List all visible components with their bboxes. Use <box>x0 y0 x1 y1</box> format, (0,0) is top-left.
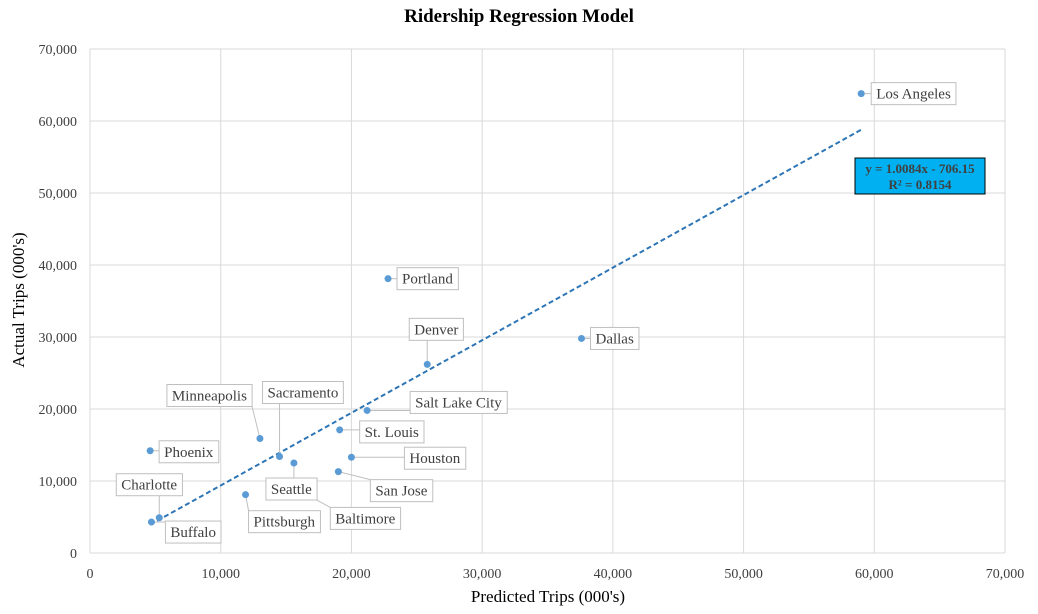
data-label: Buffalo <box>164 520 222 544</box>
data-label-text: Phoenix <box>164 445 214 461</box>
y-tick-label: 50,000 <box>39 187 78 202</box>
data-label-box <box>166 384 253 408</box>
data-label-text: Dallas <box>595 331 633 347</box>
data-point <box>423 360 431 368</box>
label-connector <box>338 471 371 481</box>
data-point <box>334 468 342 476</box>
y-tick-label: 0 <box>70 547 77 562</box>
data-label-text: Salt Lake City <box>415 395 502 411</box>
data-label-box <box>409 390 508 414</box>
data-label: Minneapolis <box>166 384 253 408</box>
data-label-text: Buffalo <box>170 525 216 541</box>
data-label-text: Sacramento <box>268 386 339 402</box>
data-point <box>384 275 392 283</box>
data-label-box <box>369 479 434 503</box>
data-label-text: Baltimore <box>335 511 395 527</box>
data-label-box <box>589 326 640 350</box>
label-connectors <box>150 93 872 523</box>
data-label-box <box>396 267 459 291</box>
data-label-box <box>329 506 402 530</box>
data-label-box <box>115 473 183 497</box>
grid-lines <box>89 48 1006 554</box>
data-point <box>155 514 163 522</box>
data-label-box <box>403 446 467 470</box>
equation-box: y = 1.0084x - 706.15 R² = 0.8154 <box>854 157 986 195</box>
data-point <box>857 90 865 98</box>
data-label: St. Louis <box>359 420 425 444</box>
y-tick-label: 60,000 <box>39 115 78 130</box>
data-label-text: San Jose <box>375 484 427 500</box>
data-label: Los Angeles <box>870 82 957 106</box>
x-tick-label: 20,000 <box>332 567 371 582</box>
data-label: Sacramento <box>262 381 344 405</box>
x-tick-label: 0 <box>87 567 94 582</box>
y-tick-label: 40,000 <box>39 259 78 274</box>
data-label-box <box>408 317 464 341</box>
y-tick-label: 10,000 <box>39 475 78 490</box>
data-label: Phoenix <box>158 440 220 464</box>
data-label: San Jose <box>369 479 434 503</box>
x-axis-title: Predicted Trips (000's) <box>471 587 625 606</box>
data-label: Houston <box>403 446 467 470</box>
data-point <box>146 447 154 455</box>
data-label-box <box>265 477 318 501</box>
data-point <box>577 334 585 342</box>
data-label-box <box>359 420 425 444</box>
x-tick-label: 40,000 <box>594 567 633 582</box>
equation-background <box>854 157 986 195</box>
chart-title: Ridership Regression Model <box>404 6 634 27</box>
x-tick-label: 50,000 <box>724 567 763 582</box>
y-tick-label: 70,000 <box>39 43 78 58</box>
data-label-text: Charlotte <box>121 478 177 494</box>
data-point <box>256 435 264 443</box>
data-label: Denver <box>408 317 464 341</box>
y-tick-label: 20,000 <box>39 403 78 418</box>
data-labels: Los Angeles Portland Dallas Denver Salt Lake… <box>115 82 957 544</box>
x-tick-label: 10,000 <box>201 567 240 582</box>
data-label-box <box>248 510 321 534</box>
data-label: Baltimore <box>329 506 402 530</box>
y-axis-title: Actual Trips (000's) <box>9 232 28 367</box>
data-label: Dallas <box>589 326 640 350</box>
data-label: Seattle <box>265 477 318 501</box>
axes: 0 10,000 20,000 30,000 40,000 50,000 60,000 70,… <box>39 43 1025 582</box>
x-tick-label: 70,000 <box>986 567 1025 582</box>
data-label-box <box>870 82 957 106</box>
data-label-text: Seattle <box>271 482 312 498</box>
data-label-text: Houston <box>409 451 460 467</box>
data-label-box <box>164 520 222 544</box>
trendline-group <box>149 128 862 526</box>
x-tick-label: 30,000 <box>463 567 502 582</box>
data-label: Portland <box>396 267 459 291</box>
trendline <box>149 128 862 526</box>
data-point <box>336 426 344 434</box>
data-label-text: Pittsburgh <box>254 515 316 531</box>
data-label: Pittsburgh <box>248 510 321 534</box>
data-point <box>363 406 371 414</box>
data-point <box>290 459 298 467</box>
trendline-r-squared: R² = 0.8154 <box>889 177 952 192</box>
data-point <box>276 453 284 461</box>
data-label: Charlotte <box>115 473 183 497</box>
data-point <box>147 518 155 526</box>
data-label-box <box>158 440 220 464</box>
data-label-text: Portland <box>402 272 453 288</box>
y-tick-label: 30,000 <box>39 331 78 346</box>
data-label-text: St. Louis <box>365 425 419 441</box>
data-point <box>242 491 250 499</box>
data-point <box>347 453 355 461</box>
x-tick-label: 60,000 <box>855 567 894 582</box>
trendline-equation: y = 1.0084x - 706.15 <box>865 161 975 176</box>
data-label-text: Los Angeles <box>876 87 951 103</box>
label-connector <box>251 406 261 439</box>
data-label-box <box>262 381 344 405</box>
data-label-text: Minneapolis <box>172 389 247 405</box>
data-label: Salt Lake City <box>409 390 508 414</box>
data-points <box>146 90 865 526</box>
data-label-text: Denver <box>414 322 458 338</box>
